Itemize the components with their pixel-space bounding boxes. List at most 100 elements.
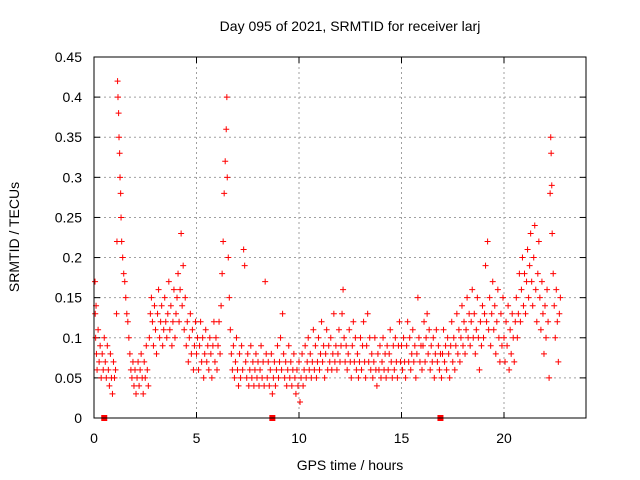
data-point xyxy=(421,318,428,325)
data-point xyxy=(234,366,241,373)
data-point xyxy=(400,334,407,341)
data-point xyxy=(415,334,422,341)
data-point xyxy=(513,294,520,301)
data-point xyxy=(380,334,387,341)
data-point xyxy=(383,374,390,381)
data-point xyxy=(424,310,431,317)
data-point xyxy=(409,326,416,333)
data-point xyxy=(287,358,294,365)
data-point xyxy=(518,286,525,293)
data-point xyxy=(199,334,206,341)
data-point xyxy=(142,374,149,381)
data-point xyxy=(102,358,109,365)
data-point xyxy=(160,326,167,333)
data-point xyxy=(443,366,450,373)
data-point xyxy=(430,334,437,341)
data-point xyxy=(543,334,550,341)
data-point xyxy=(340,286,347,293)
data-point xyxy=(537,326,544,333)
data-point xyxy=(271,358,278,365)
data-point xyxy=(362,374,369,381)
data-point xyxy=(232,358,239,365)
data-point xyxy=(240,246,247,253)
data-point xyxy=(140,390,147,397)
data-point xyxy=(504,342,511,349)
data-point xyxy=(103,374,110,381)
data-point xyxy=(226,294,233,301)
data-point xyxy=(435,342,442,349)
x-axis-label: GPS time / hours xyxy=(297,457,404,473)
data-point xyxy=(198,358,205,365)
data-point xyxy=(200,374,207,381)
data-point xyxy=(343,342,350,349)
data-point xyxy=(189,326,196,333)
data-point xyxy=(502,358,509,365)
data-point xyxy=(224,174,231,181)
data-point xyxy=(440,326,447,333)
data-point xyxy=(294,382,301,389)
data-point xyxy=(448,318,455,325)
data-point xyxy=(511,358,518,365)
data-point xyxy=(133,390,140,397)
data-point xyxy=(322,350,329,357)
data-point xyxy=(154,310,161,317)
data-point xyxy=(150,342,157,349)
data-point xyxy=(402,374,409,381)
data-point xyxy=(549,230,556,237)
data-point xyxy=(187,310,194,317)
data-point xyxy=(252,350,259,357)
data-point xyxy=(512,318,519,325)
data-point xyxy=(481,310,488,317)
data-point xyxy=(344,366,351,373)
data-point xyxy=(394,374,401,381)
data-point xyxy=(350,318,357,325)
data-point xyxy=(168,342,175,349)
x-tick-label: 5 xyxy=(193,430,201,446)
data-point xyxy=(553,286,560,293)
data-point xyxy=(208,374,215,381)
data-point xyxy=(467,342,474,349)
data-point xyxy=(531,222,538,229)
data-point xyxy=(313,374,320,381)
data-point xyxy=(536,294,543,301)
data-point xyxy=(335,326,342,333)
data-point xyxy=(253,374,260,381)
data-point xyxy=(268,350,275,357)
data-point xyxy=(113,310,120,317)
data-point xyxy=(246,366,253,373)
data-point xyxy=(119,254,126,261)
data-point xyxy=(366,334,373,341)
data-point xyxy=(460,342,466,349)
data-point xyxy=(454,350,461,357)
data-point xyxy=(410,358,417,365)
data-point xyxy=(281,374,288,381)
y-tick-label: 0.4 xyxy=(63,89,83,105)
data-point xyxy=(348,374,355,381)
data-point xyxy=(354,350,361,357)
data-point xyxy=(542,302,548,309)
data-point xyxy=(164,310,171,317)
data-point xyxy=(236,350,243,357)
data-point xyxy=(341,334,348,341)
data-point xyxy=(245,382,252,389)
data-point xyxy=(265,358,272,365)
data-point xyxy=(365,358,372,365)
data-point xyxy=(92,278,99,285)
data-point xyxy=(270,374,277,381)
data-point xyxy=(165,278,172,285)
data-point xyxy=(130,382,137,389)
data-point xyxy=(364,310,371,317)
data-point xyxy=(367,366,374,373)
data-point xyxy=(547,134,554,141)
data-point xyxy=(331,358,338,365)
data-point xyxy=(360,318,367,325)
data-point xyxy=(425,350,432,357)
data-point xyxy=(378,374,384,381)
data-point xyxy=(191,342,198,349)
data-point xyxy=(529,302,536,309)
data-point xyxy=(144,366,151,373)
data-point xyxy=(275,374,282,381)
data-point xyxy=(475,334,482,341)
data-point xyxy=(138,350,145,357)
data-point xyxy=(319,358,326,365)
